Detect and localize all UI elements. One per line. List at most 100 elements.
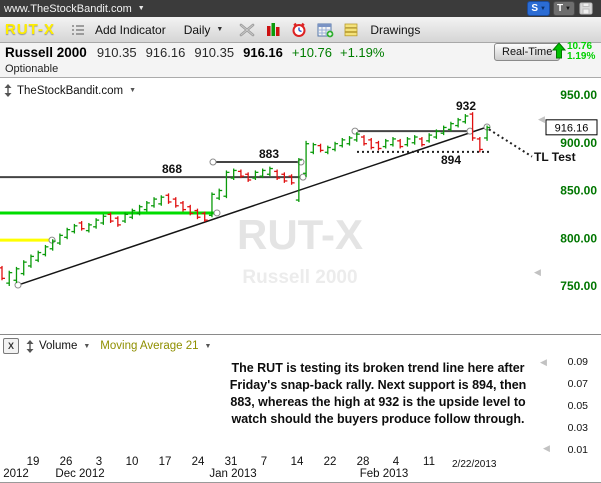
chart-bars-icon[interactable]: [263, 21, 283, 39]
list-icon[interactable]: [68, 21, 88, 39]
chart-source-label[interactable]: TheStockBandit.com: [17, 84, 124, 97]
ohlc-bar: [208, 192, 215, 218]
quote-last: 916.16: [243, 45, 283, 60]
tl-test-dotted-line[interactable]: [488, 128, 533, 158]
watermark-symbol: RUT-X: [237, 211, 363, 258]
chart-source-caret[interactable]: ▼: [129, 87, 137, 94]
price-axis-tick: 800.00: [560, 231, 597, 245]
pane-resize-arrow-icon[interactable]: ◀: [540, 357, 547, 367]
realtime-change-pct: 1.19%: [567, 51, 596, 62]
ohlc-bar: [389, 137, 396, 147]
volume-caret[interactable]: ▼: [83, 342, 91, 350]
ohlc-bar: [288, 174, 295, 185]
quote-open: 910.35: [96, 45, 137, 60]
line-endpoint-handle[interactable]: [209, 158, 217, 166]
ohlc-bar: [71, 223, 78, 234]
chart-pane-header: TheStockBandit.com ▼: [4, 84, 136, 97]
tools-icon[interactable]: [237, 21, 257, 39]
trend-line[interactable]: [17, 126, 488, 286]
instrument-name: Russell 2000: [5, 45, 87, 60]
ohlc-bar: [216, 188, 223, 201]
resize-updown-icon[interactable]: [4, 84, 12, 97]
resize-updown-icon[interactable]: [26, 339, 34, 353]
line-endpoint-handle[interactable]: [14, 281, 22, 289]
save-icon[interactable]: [578, 2, 594, 16]
price-axis-tick: 900.00: [560, 136, 597, 150]
price-axis-tick: 950.00: [560, 88, 597, 102]
ohlc-bar: [158, 195, 165, 206]
ohlc-bar: [129, 208, 136, 220]
ohlc-bar: [56, 233, 63, 245]
alarm-clock-icon[interactable]: [289, 21, 309, 39]
ohlc-bar: [317, 143, 324, 153]
date-axis-month-label: Dec 2012: [55, 468, 105, 480]
ohlc-bar: [469, 112, 476, 141]
close-volume-button[interactable]: X: [3, 338, 19, 354]
notes-icon[interactable]: [341, 21, 361, 39]
real-time-button[interactable]: Real-Time: [494, 43, 561, 61]
ohlc-bar: [346, 136, 353, 146]
date-axis: 19 26 3 10 17 24 31 7 14 22 28 4 11 2012 Dec 2012 Jan 2…: [0, 455, 601, 482]
s-menu-button[interactable]: S ▼: [527, 1, 550, 16]
ohlc-bar: [440, 125, 447, 136]
up-arrow-icon: [551, 42, 567, 64]
ohlc-bar: [107, 212, 114, 223]
ohlc-bar: [375, 140, 382, 151]
line-endpoint-handle[interactable]: [213, 209, 221, 217]
add-indicator-button[interactable]: Add Indicator: [95, 22, 166, 37]
line-endpoint-handle[interactable]: [299, 173, 307, 181]
ohlc-bar: [462, 114, 469, 124]
ohlc-bar: [266, 166, 273, 177]
ohlc-bar: [100, 214, 107, 225]
ohlc-bar: [230, 168, 237, 180]
app-title: www.TheStockBandit.com: [4, 2, 132, 15]
ohlc-bar: [122, 212, 129, 223]
timeframe-caret[interactable]: ▼: [216, 26, 224, 33]
line-endpoint-handle[interactable]: [48, 236, 56, 244]
ohlc-bar: [295, 158, 302, 202]
title-dropdown-caret[interactable]: ▼: [137, 5, 145, 12]
pane-resize-arrow-icon[interactable]: ◀: [538, 114, 545, 124]
moving-average-caret[interactable]: ▼: [204, 342, 212, 350]
chart-label: 883: [259, 147, 279, 161]
calendar-add-icon[interactable]: [315, 21, 335, 39]
last-price-box: [545, 119, 598, 136]
ohlc-bar: [484, 125, 491, 141]
ohlc-bar: [136, 204, 143, 216]
pane-resize-arrow-icon[interactable]: ◀: [543, 443, 550, 453]
annotation-line: watch should the buyers produce follow t…: [231, 412, 525, 426]
ohlc-bar: [324, 145, 331, 155]
price-axis-tick: 750.00: [560, 279, 597, 293]
price-chart[interactable]: RUT-X Russell 2000 932 883 868 894 TL Test 950.…: [0, 78, 601, 334]
optionable-label: Optionable: [5, 63, 59, 75]
quote-subheader-bg: [0, 62, 601, 78]
date-axis-week-tick: 31: [224, 456, 238, 468]
date-axis-week-tick: 14: [290, 456, 304, 468]
ohlc-bar: [426, 133, 433, 143]
ohlc-bar: [433, 129, 440, 139]
ohlc-bar: [187, 204, 194, 216]
ohlc-bar: [310, 142, 317, 155]
date-axis-week-tick: 22: [323, 456, 337, 468]
ohlc-bar: [418, 137, 425, 147]
chart-annotation-text: The RUT is testing its broken trend line…: [222, 360, 534, 428]
timeframe-select[interactable]: Daily: [183, 22, 211, 37]
ohlc-bar: [353, 132, 360, 142]
quote-row: Russell 2000 910.35 916.16 910.35 916.16…: [0, 43, 601, 62]
volume-axis-tick: 0.09: [567, 356, 588, 368]
ohlc-bar: [35, 250, 42, 263]
drawings-button[interactable]: Drawings: [370, 22, 421, 37]
ohlc-bar: [0, 265, 5, 281]
volume-axis-tick: 0.07: [567, 378, 588, 390]
ohlc-bar: [223, 170, 230, 199]
quote-change: +10.76: [291, 45, 332, 60]
date-axis-week-tick: 24: [191, 456, 205, 468]
moving-average-label[interactable]: Moving Average 21: [100, 340, 199, 352]
t-menu-button[interactable]: T ▼: [552, 1, 575, 16]
ohlc-bar: [165, 193, 172, 204]
ohlc-bar: [339, 137, 346, 148]
date-axis-week-tick: 11: [423, 456, 435, 468]
volume-indicator-label[interactable]: Volume: [39, 340, 78, 352]
pane-resize-arrow-icon[interactable]: ◀: [534, 267, 541, 277]
